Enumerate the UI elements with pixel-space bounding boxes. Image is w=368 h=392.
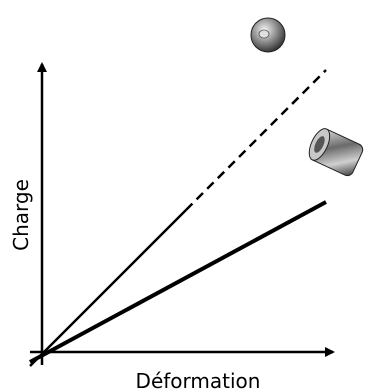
shallow-line (29, 200, 327, 364)
steep-line-dashed (185, 69, 327, 211)
y-axis-label: Charge (9, 179, 33, 251)
axes (30, 62, 335, 365)
steep-line-solid (29, 209, 187, 367)
x-axis-label: Déformation (136, 369, 261, 392)
cylinder-icon (308, 128, 364, 177)
curves (29, 69, 327, 367)
sphere-icon (250, 17, 286, 53)
